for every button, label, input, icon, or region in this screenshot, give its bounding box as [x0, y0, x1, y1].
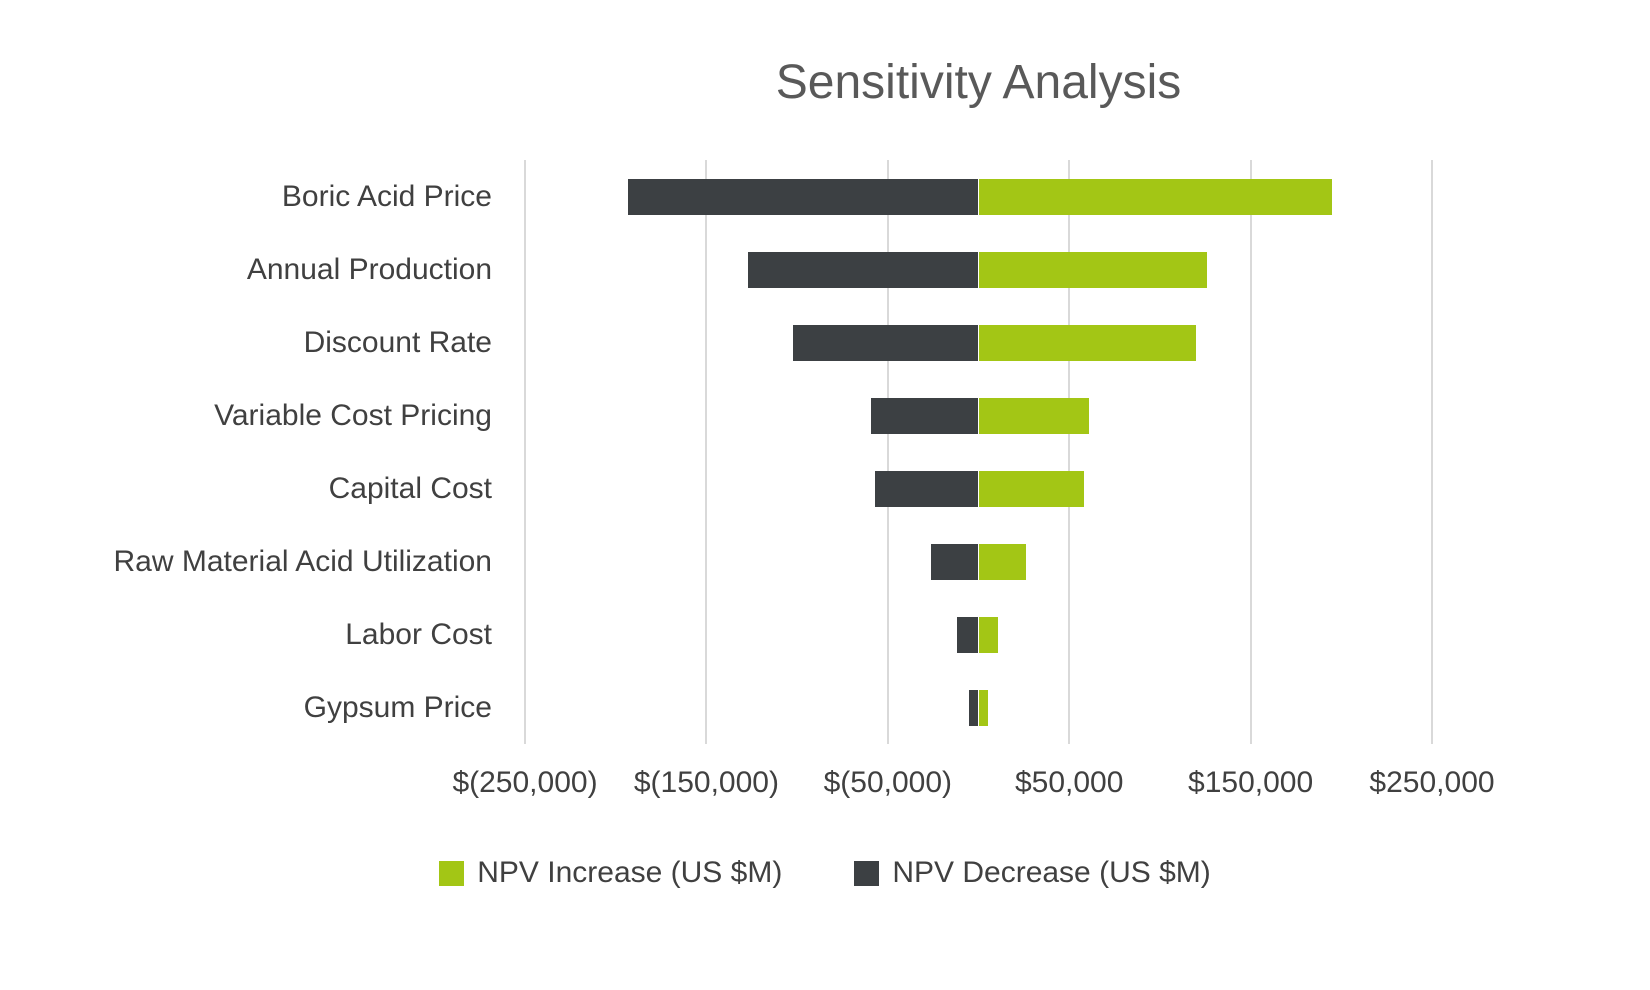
- npv-increase-bar: [978, 251, 1208, 288]
- legend: NPV Increase (US $M) NPV Decrease (US $M): [0, 856, 1650, 890]
- npv-decrease-bar: [875, 470, 979, 507]
- category-label: Gypsum Price: [303, 690, 492, 724]
- gridline: [524, 160, 526, 744]
- legend-item: NPV Decrease (US $M): [854, 856, 1211, 890]
- npv-increase-bar: [978, 324, 1197, 361]
- x-axis-labels: $(250,000) $(150,000) $(50,000) $50,000 $150…: [452, 766, 1494, 808]
- npv-decrease-bar: [956, 616, 979, 653]
- category-label: Variable Cost Pricing: [214, 398, 492, 432]
- npv-decrease-bar: [793, 324, 979, 361]
- gridline: [705, 160, 708, 744]
- x-axis-tick-label: $(150,000): [633, 766, 779, 799]
- legend-item: NPV Increase (US $M): [439, 856, 782, 890]
- npv-decrease-bar: [871, 397, 979, 434]
- legend-label: NPV Decrease (US $M): [892, 856, 1211, 889]
- x-axis-tick-label: $50,000: [1014, 766, 1124, 799]
- category-label: Raw Material Acid Utilization: [113, 544, 492, 578]
- npv-increase-bar: [978, 397, 1090, 434]
- y-axis-labels: Boric Acid Price Annual Production Discoun…: [0, 160, 492, 744]
- npv-decrease-bar: [931, 543, 979, 580]
- chart-title: Sensitivity Analysis: [775, 56, 1182, 109]
- category-label: Discount Rate: [303, 325, 492, 359]
- category-label: Annual Production: [246, 252, 492, 286]
- category-label: Boric Acid Price: [281, 179, 492, 213]
- x-axis-tick-label: $(50,000): [823, 766, 953, 799]
- npv-decrease-bar: [628, 178, 979, 215]
- x-axis-tick-label: $150,000: [1188, 766, 1314, 799]
- legend-label: NPV Increase (US $M): [477, 856, 783, 889]
- gridline: [1431, 160, 1433, 744]
- plot-area: [524, 160, 1433, 744]
- category-label: Capital Cost: [328, 471, 492, 505]
- npv-increase-bar: [978, 470, 1084, 507]
- gridline: [1249, 160, 1252, 744]
- category-label: Labor Cost: [345, 617, 492, 651]
- npv-increase-bar: [978, 178, 1333, 215]
- legend-swatch-increase: [439, 860, 465, 886]
- npv-decrease-bar: [969, 689, 979, 726]
- npv-increase-bar: [978, 543, 1026, 580]
- x-axis-tick-label: $(250,000): [452, 766, 598, 799]
- npv-decrease-bar: [748, 251, 979, 288]
- x-axis-tick-label: $250,000: [1369, 766, 1495, 799]
- npv-increase-bar: [978, 616, 999, 653]
- npv-increase-bar: [978, 689, 988, 726]
- gridline: [1068, 160, 1071, 744]
- legend-swatch-decrease: [854, 860, 880, 886]
- gridline: [886, 160, 889, 744]
